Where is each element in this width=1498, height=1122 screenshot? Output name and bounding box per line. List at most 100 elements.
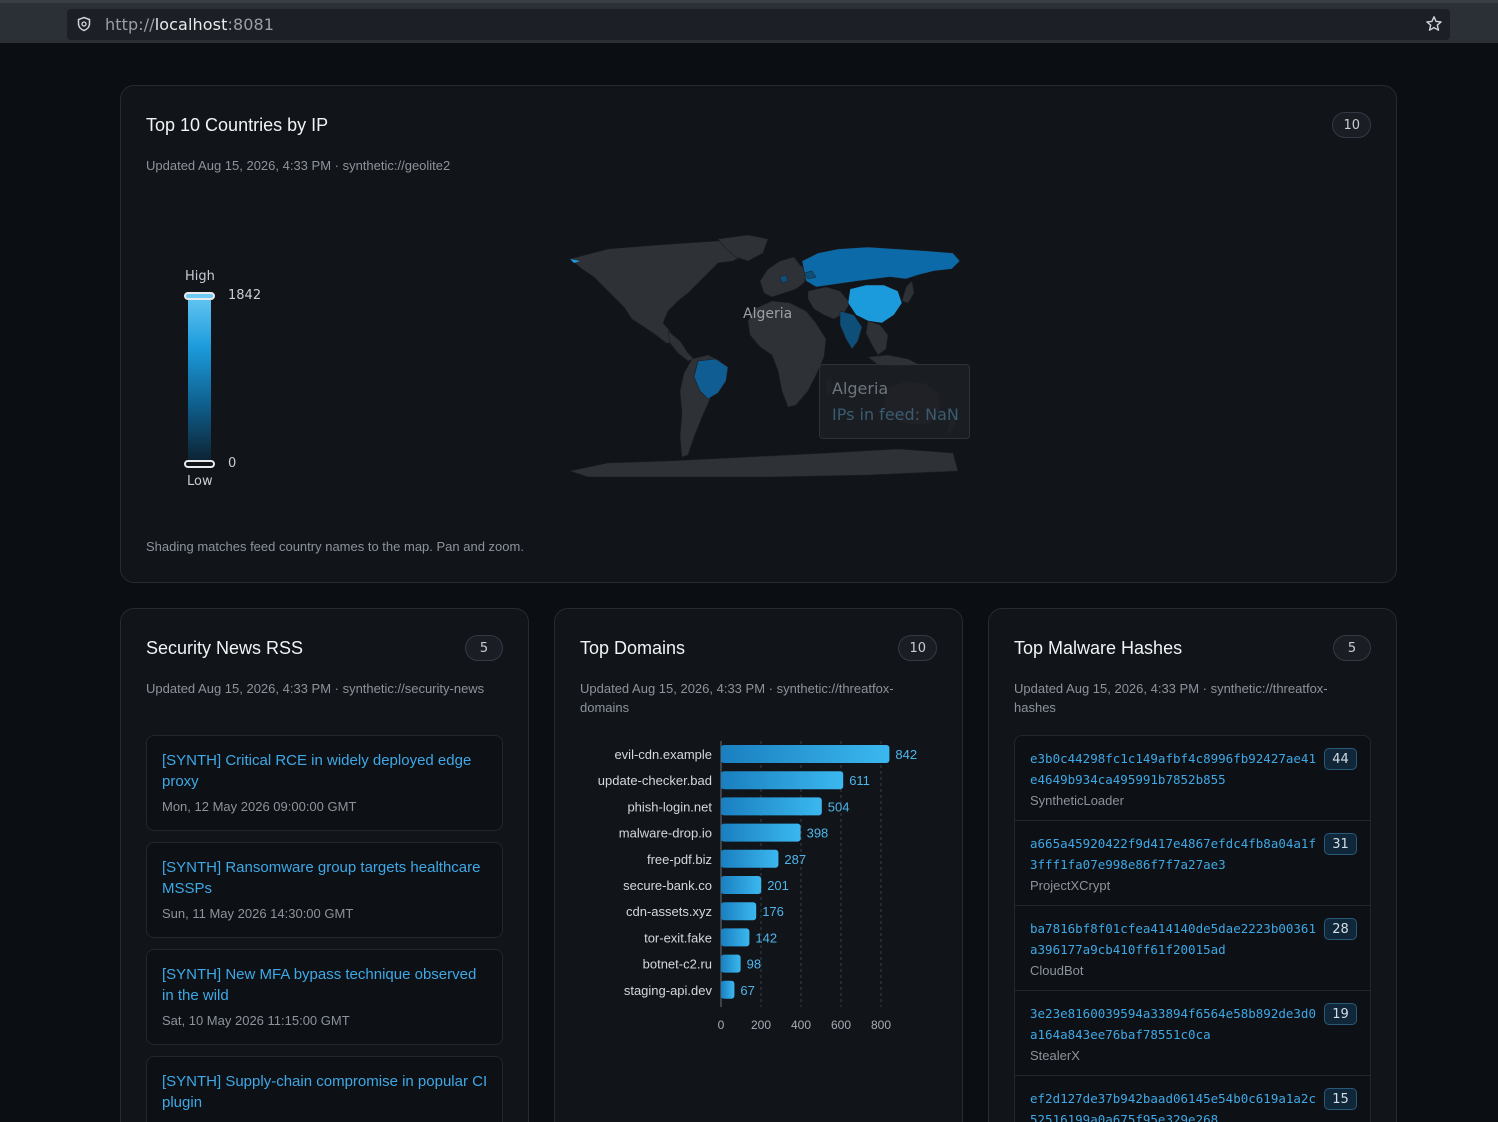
hash-list: e3b0c44298fc1c149afbf4c8996fb92427ae41e4… xyxy=(1014,735,1371,1122)
countries-map-panel: Top 10 Countries by IP 10 Updated Aug 15… xyxy=(120,85,1397,583)
domain-bar[interactable] xyxy=(721,876,762,894)
value-label: 142 xyxy=(755,930,777,945)
value-label: 67 xyxy=(740,983,754,998)
updated-text: Updated Aug 15, 2026, 4:33 PM · syntheti… xyxy=(580,681,894,715)
legend-low-label: Low xyxy=(187,474,213,489)
map-japan xyxy=(901,280,915,304)
map-india xyxy=(839,310,863,350)
value-label: 287 xyxy=(784,852,806,867)
news-date: Sat, 10 May 2026 11:15:00 GMT xyxy=(162,1013,350,1028)
legend-min-handle[interactable] xyxy=(184,460,215,468)
map-tooltip: Algeria IPs in feed: NaN xyxy=(819,364,970,439)
hash-row: a665a45920422f9d417e4867efdc4fb8a04a1f3f… xyxy=(1015,821,1370,906)
map-central-america xyxy=(667,330,695,362)
domain-bar[interactable] xyxy=(721,771,844,790)
hash-row: ef2d127de37b942baad06145e54b0c619a1a2c52… xyxy=(1015,1076,1370,1122)
x-tick-label: 200 xyxy=(751,1018,771,1032)
category-label: update-checker.bad xyxy=(598,773,712,788)
hash-value[interactable]: 3e23e8160039594a33894f6564e58b892de3d0a1… xyxy=(1030,1006,1316,1042)
map-note: Shading matches feed country names to th… xyxy=(146,539,524,554)
value-label: 398 xyxy=(807,826,829,841)
domain-bar[interactable] xyxy=(721,980,735,999)
url-text[interactable]: http://localhost:8081 xyxy=(105,15,274,34)
map-middle-east xyxy=(807,286,851,320)
count-badge: 5 xyxy=(1333,635,1371,661)
news-link[interactable]: [SYNTH] Ransomware group targets healthc… xyxy=(162,859,481,897)
color-legend-bar xyxy=(188,296,211,466)
domains-bar-chart: evil-cdn.example 842 update-checker.bad 611… xyxy=(598,741,917,1032)
hash-row: 3e23e8160039594a33894f6564e58b892de3d0a1… xyxy=(1015,991,1370,1076)
url-host: localhost xyxy=(154,15,228,34)
category-label: cdn-assets.xyz xyxy=(626,904,712,919)
x-tick-label: 600 xyxy=(831,1018,851,1032)
domain-bar[interactable] xyxy=(721,902,757,921)
legend-max-value: 1842 xyxy=(228,288,262,303)
news-item: [SYNTH] Supply-chain compromise in popul… xyxy=(146,1056,503,1122)
value-label: 98 xyxy=(747,957,761,972)
domain-bar[interactable] xyxy=(721,849,779,868)
hash-count-badge: 28 xyxy=(1324,918,1357,940)
map-antarctica xyxy=(568,448,959,478)
domain-bar[interactable] xyxy=(721,954,741,973)
panel-title: Top 10 Countries by IP xyxy=(146,115,329,135)
shield-icon[interactable] xyxy=(76,16,92,32)
value-label: 176 xyxy=(762,904,784,919)
hash-count-badge: 15 xyxy=(1324,1088,1357,1110)
tooltip-value: IPs in feed: NaN xyxy=(832,405,959,424)
news-link[interactable]: [SYNTH] Supply-chain compromise in popul… xyxy=(162,1073,488,1111)
map-china xyxy=(847,284,903,324)
news-item: [SYNTH] New MFA bypass technique observe… xyxy=(146,949,503,1045)
world-map[interactable] xyxy=(568,231,963,483)
domain-bar[interactable] xyxy=(721,823,801,842)
value-label: 611 xyxy=(849,773,870,788)
hash-count-badge: 31 xyxy=(1324,833,1357,855)
malware-family: ProjectXCrypt xyxy=(1030,878,1111,893)
star-icon[interactable] xyxy=(1425,15,1443,33)
category-label: tor-exit.fake xyxy=(644,930,712,945)
news-item: [SYNTH] Ransomware group targets healthc… xyxy=(146,842,503,938)
domain-bar[interactable] xyxy=(721,745,890,763)
news-item: [SYNTH] Critical RCE in widely deployed … xyxy=(146,735,503,831)
malware-family: StealerX xyxy=(1030,1048,1080,1063)
count-badge: 10 xyxy=(898,635,937,661)
panel-title: Top Domains xyxy=(580,638,686,658)
news-date: Mon, 12 May 2026 09:00:00 GMT xyxy=(162,799,357,814)
value-label: 504 xyxy=(828,799,850,814)
news-link[interactable]: [SYNTH] New MFA bypass technique observe… xyxy=(162,966,477,1004)
x-tick-label: 0 xyxy=(718,1018,725,1032)
legend-min-value: 0 xyxy=(228,456,237,471)
value-label: 201 xyxy=(767,878,789,893)
hash-row: e3b0c44298fc1c149afbf4c8996fb92427ae41e4… xyxy=(1015,736,1370,821)
map-north-america xyxy=(569,240,749,344)
updated-text: Updated Aug 15, 2026, 4:33 PM · syntheti… xyxy=(146,681,485,696)
map-greenland xyxy=(717,234,769,262)
category-label: botnet-c2.ru xyxy=(643,957,712,972)
hash-value[interactable]: a665a45920422f9d417e4867efdc4fb8a04a1f3f… xyxy=(1030,836,1316,872)
legend-max-handle[interactable] xyxy=(184,292,215,300)
x-tick-label: 800 xyxy=(871,1018,891,1032)
x-tick-label: 400 xyxy=(791,1018,811,1032)
domain-bar[interactable] xyxy=(721,928,750,947)
category-label: evil-cdn.example xyxy=(614,747,712,762)
malware-family: CloudBot xyxy=(1030,963,1084,978)
hash-count-badge: 19 xyxy=(1324,1003,1357,1025)
address-bar[interactable]: http://localhost:8081 xyxy=(67,9,1450,40)
hash-value[interactable]: ba7816bf8f01cfea414140de5dae2223b00361a3… xyxy=(1030,921,1316,957)
tooltip-country: Algeria xyxy=(832,379,889,398)
category-label: free-pdf.biz xyxy=(647,852,712,867)
value-label: 842 xyxy=(895,747,917,762)
updated-text: Updated Aug 15, 2026, 4:33 PM · syntheti… xyxy=(146,158,451,173)
news-link[interactable]: [SYNTH] Critical RCE in widely deployed … xyxy=(162,752,472,790)
url-port: :8081 xyxy=(227,15,275,34)
category-label: phish-login.net xyxy=(627,799,712,814)
news-date: Sun, 11 May 2026 14:30:00 GMT xyxy=(162,906,354,921)
hash-value[interactable]: ef2d127de37b942baad06145e54b0c619a1a2c52… xyxy=(1030,1091,1316,1122)
count-badge: 10 xyxy=(1332,112,1371,138)
panel-title: Security News RSS xyxy=(146,638,304,658)
domain-bar[interactable] xyxy=(721,797,822,816)
map-russia xyxy=(801,246,961,288)
map-brazil xyxy=(693,358,729,400)
category-label: secure-bank.co xyxy=(623,878,712,893)
top-domains-panel: Top Domains 10 Updated Aug 15, 2026, 4:3… xyxy=(554,608,963,1122)
hash-value[interactable]: e3b0c44298fc1c149afbf4c8996fb92427ae41e4… xyxy=(1030,751,1316,787)
